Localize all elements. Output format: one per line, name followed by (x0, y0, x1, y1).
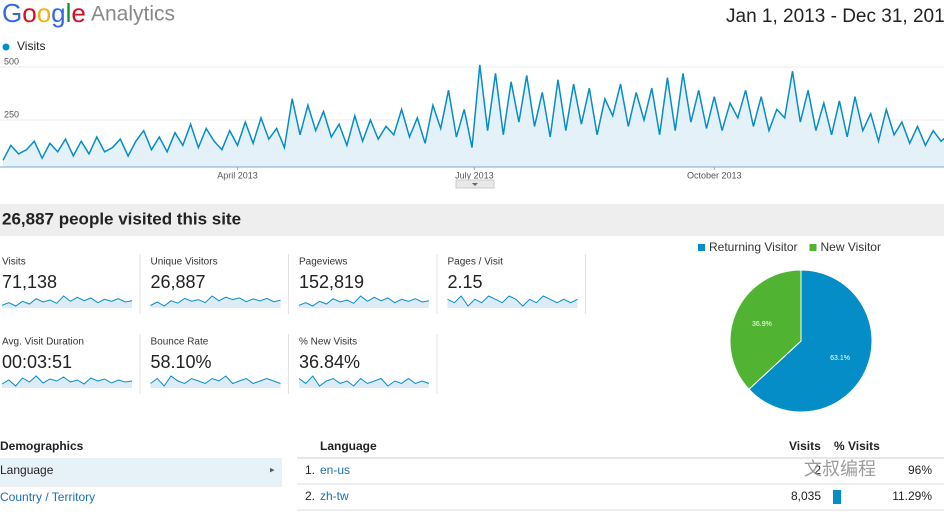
line (2, 64, 944, 161)
pie-slice (729, 269, 802, 390)
pie-label: 36.9% (752, 321, 772, 328)
legend-dot (2, 43, 10, 51)
percent-bar (833, 490, 842, 504)
y-tick-label: 250 (4, 109, 19, 119)
watermark: 文叔编程 (804, 459, 876, 479)
arrow: ▸ (270, 464, 275, 474)
column-header: % Visits (834, 439, 880, 453)
legend-swatch (698, 244, 705, 251)
metric-value: 36.84% (299, 352, 360, 372)
metric-value: 71,138 (2, 272, 57, 292)
metric-value: 58.10% (151, 352, 212, 372)
metric-label: Pages / Visit (448, 257, 504, 268)
x-tick-label: October 2013 (687, 170, 742, 180)
legend-label: New Visitor (821, 240, 881, 254)
pie-slice (748, 269, 873, 413)
logo: Google (2, 0, 86, 28)
sparkline (1, 295, 133, 307)
metric-value: 26,887 (151, 272, 206, 292)
selected-row (0, 458, 282, 485)
demographic-link[interactable]: Language (0, 463, 54, 477)
column-header: Language (320, 439, 377, 453)
product-name: Analytics (91, 3, 175, 26)
summary-title: 26,887 people visited this site (2, 209, 241, 228)
sparkline-area (299, 296, 429, 308)
sparkline-area (2, 376, 132, 388)
sparkline (1, 375, 133, 387)
sparkline (150, 375, 281, 387)
legend-swatch (809, 244, 817, 251)
metric-label: Visits (2, 257, 26, 268)
sparkline-area (2, 296, 132, 308)
section-title: Demographics (0, 439, 84, 453)
x-tick-label: April 2013 (217, 170, 258, 180)
language-link[interactable]: zh-tw (320, 489, 349, 503)
sparkline-area (150, 296, 281, 308)
rank: 2. (305, 489, 315, 503)
percent: 96% (908, 463, 932, 477)
sparkline (447, 295, 578, 307)
sparkline (298, 375, 430, 387)
summary-band (0, 204, 944, 236)
metric-label: Bounce Rate (151, 337, 209, 348)
sparkline-area (150, 376, 281, 388)
date-range[interactable]: Jan 1, 2013 - Dec 31, 2013 (726, 6, 944, 27)
area (3, 64, 944, 167)
sparkline-area (299, 376, 429, 388)
sparkline-area (447, 296, 578, 308)
metric-value: 2.15 (448, 272, 483, 292)
collapse-arrow[interactable] (472, 183, 478, 186)
sparkline (150, 295, 281, 307)
sparkline (298, 295, 430, 307)
y-tick-label: 500 (4, 56, 19, 66)
metric-label: Avg. Visit Duration (2, 337, 84, 348)
demographic-link[interactable]: Country / Territory (0, 490, 95, 504)
metric-label: Unique Visitors (151, 257, 218, 268)
visits: 2 (814, 463, 821, 477)
language-link[interactable]: en-us (320, 463, 350, 477)
metric-value: 00:03:51 (2, 352, 72, 372)
percent: 11.29% (892, 489, 932, 503)
x-tick-label: July 2013 (455, 170, 494, 180)
metric-value: 152,819 (299, 272, 364, 292)
metric-label: Pageviews (299, 257, 347, 268)
visits: 8,035 (791, 489, 821, 503)
metric-label: % New Visits (299, 337, 357, 348)
pie-label: 63.1% (830, 355, 850, 362)
column-header: Visits (789, 439, 821, 453)
rank: 1. (305, 463, 315, 477)
legend-label: Returning Visitor (709, 240, 798, 254)
legend-label: Visits (17, 39, 45, 53)
